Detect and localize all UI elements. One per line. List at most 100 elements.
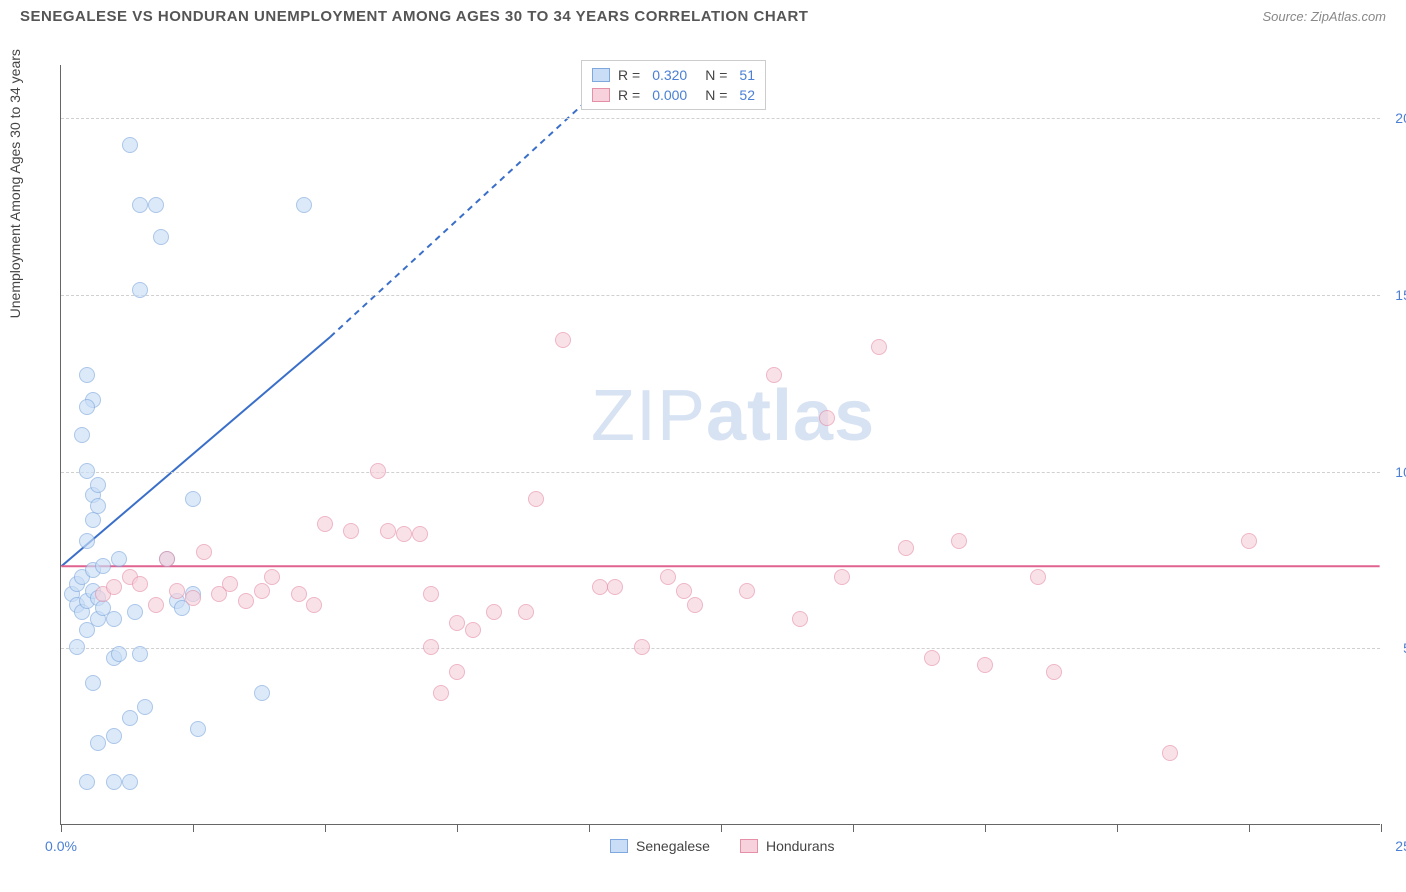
x-tick	[193, 824, 194, 832]
y-tick-label: 20.0%	[1395, 110, 1406, 126]
scatter-point	[370, 463, 386, 479]
scatter-point	[898, 540, 914, 556]
scatter-point	[871, 339, 887, 355]
scatter-point	[592, 579, 608, 595]
r-label: R =	[618, 67, 640, 83]
scatter-point	[79, 399, 95, 415]
chart-source: Source: ZipAtlas.com	[1262, 9, 1386, 24]
scatter-point	[449, 615, 465, 631]
legend-row-honduran: R = 0.000 N = 52	[592, 85, 755, 105]
scatter-point	[132, 197, 148, 213]
scatter-point	[676, 583, 692, 599]
scatter-point	[660, 569, 676, 585]
scatter-point	[122, 774, 138, 790]
scatter-point	[254, 685, 270, 701]
n-label: N =	[705, 67, 727, 83]
scatter-point	[69, 639, 85, 655]
scatter-point	[185, 590, 201, 606]
scatter-point	[766, 367, 782, 383]
scatter-point	[196, 544, 212, 560]
scatter-point	[74, 427, 90, 443]
chart-title: SENEGALESE VS HONDURAN UNEMPLOYMENT AMON…	[20, 8, 808, 25]
scatter-point	[238, 593, 254, 609]
watermark-thin: ZIP	[591, 376, 706, 456]
scatter-point	[127, 604, 143, 620]
watermark-bold: atlas	[706, 376, 875, 456]
scatter-point	[122, 710, 138, 726]
scatter-point	[132, 646, 148, 662]
scatter-point	[343, 523, 359, 539]
chart-wrapper: Unemployment Among Ages 30 to 34 years Z…	[40, 45, 1395, 845]
scatter-point	[85, 675, 101, 691]
scatter-point	[148, 197, 164, 213]
scatter-point	[819, 410, 835, 426]
gridline	[61, 118, 1380, 119]
scatter-point	[380, 523, 396, 539]
scatter-point	[412, 526, 428, 542]
scatter-point	[79, 774, 95, 790]
scatter-point	[90, 735, 106, 751]
gridline	[61, 472, 1380, 473]
r-value: 0.320	[652, 67, 687, 83]
legend-swatch-senegalese	[592, 68, 610, 82]
scatter-point	[79, 367, 95, 383]
x-tick	[61, 824, 62, 832]
x-tick	[1249, 824, 1250, 832]
scatter-point	[317, 516, 333, 532]
scatter-point	[122, 137, 138, 153]
scatter-point	[159, 551, 175, 567]
scatter-point	[607, 579, 623, 595]
scatter-point	[85, 512, 101, 528]
chart-header: SENEGALESE VS HONDURAN UNEMPLOYMENT AMON…	[0, 0, 1406, 33]
scatter-point	[423, 586, 439, 602]
legend-label: Hondurans	[766, 838, 835, 854]
scatter-point	[79, 463, 95, 479]
y-tick-label: 15.0%	[1395, 287, 1406, 303]
x-tick	[1381, 824, 1382, 832]
scatter-point	[254, 583, 270, 599]
scatter-point	[79, 533, 95, 549]
legend-item-honduran: Hondurans	[740, 838, 835, 854]
scatter-point	[465, 622, 481, 638]
scatter-point	[111, 646, 127, 662]
x-tick	[721, 824, 722, 832]
y-axis-label: Unemployment Among Ages 30 to 34 years	[7, 49, 23, 318]
legend-label: Senegalese	[636, 838, 710, 854]
scatter-point	[528, 491, 544, 507]
scatter-point	[106, 774, 122, 790]
scatter-point	[396, 526, 412, 542]
legend-swatch-honduran	[592, 88, 610, 102]
x-tick	[457, 824, 458, 832]
n-label: N =	[705, 87, 727, 103]
gridline	[61, 295, 1380, 296]
scatter-point	[634, 639, 650, 655]
scatter-point	[95, 558, 111, 574]
x-tick	[985, 824, 986, 832]
scatter-point	[924, 650, 940, 666]
scatter-point	[433, 685, 449, 701]
scatter-point	[1162, 745, 1178, 761]
y-tick-label: 10.0%	[1395, 464, 1406, 480]
legend-correlation: R = 0.320 N = 51 R = 0.000 N = 52	[581, 60, 766, 110]
x-tick-label-right: 25.0%	[1395, 838, 1406, 854]
scatter-point	[106, 611, 122, 627]
scatter-point	[423, 639, 439, 655]
scatter-point	[951, 533, 967, 549]
scatter-point	[1046, 664, 1062, 680]
scatter-point	[153, 229, 169, 245]
scatter-point	[90, 477, 106, 493]
scatter-point	[148, 597, 164, 613]
legend-item-senegalese: Senegalese	[610, 838, 710, 854]
r-label: R =	[618, 87, 640, 103]
scatter-point	[106, 728, 122, 744]
plot-area: ZIPatlas R = 0.320 N = 51 R = 0.000 N = …	[60, 65, 1380, 825]
scatter-point	[111, 551, 127, 567]
scatter-point	[1030, 569, 1046, 585]
legend-series: Senegalese Hondurans	[610, 838, 834, 854]
scatter-point	[977, 657, 993, 673]
x-tick	[589, 824, 590, 832]
scatter-point	[792, 611, 808, 627]
r-value: 0.000	[652, 87, 687, 103]
scatter-point	[1241, 533, 1257, 549]
gridline	[61, 648, 1380, 649]
